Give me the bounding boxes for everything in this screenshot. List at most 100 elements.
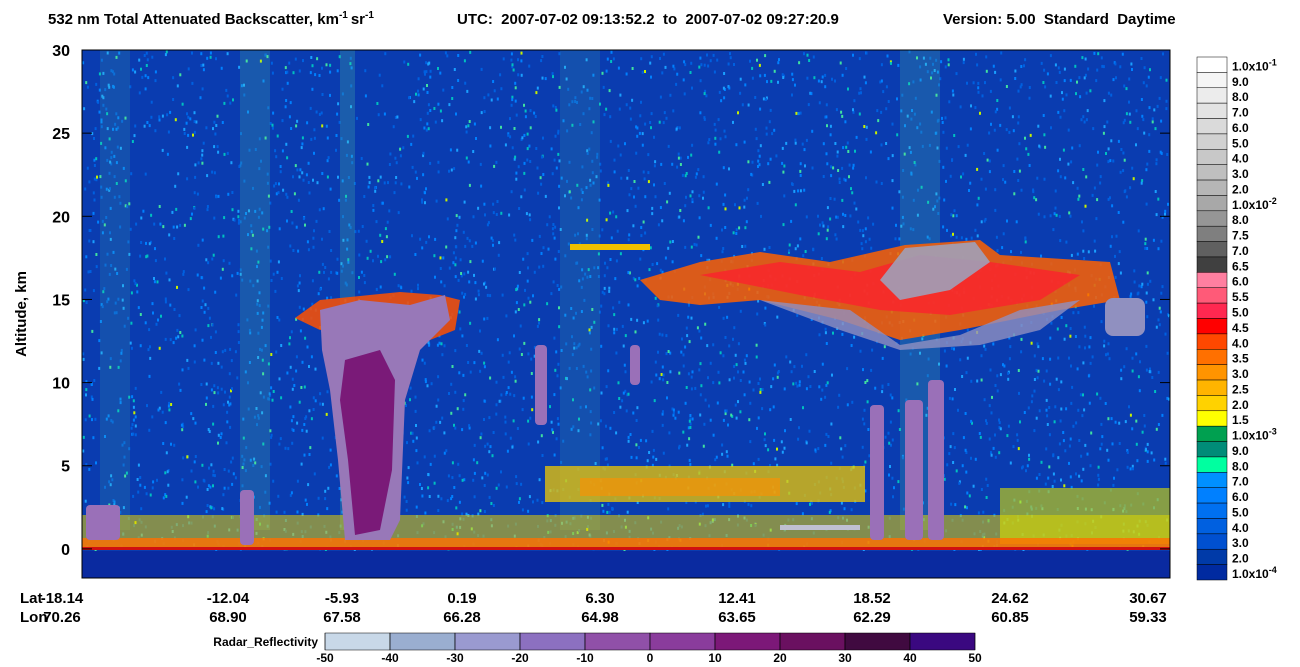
noise: [885, 85, 888, 89]
noise: [858, 112, 861, 116]
noise: [439, 420, 442, 424]
noise: [880, 110, 883, 114]
noise: [140, 507, 143, 511]
noise: [713, 122, 716, 126]
noise: [441, 353, 444, 357]
noise: [702, 444, 705, 448]
noise: [988, 437, 991, 441]
noise: [476, 461, 479, 465]
noise: [597, 252, 600, 256]
noise: [190, 412, 193, 416]
noise: [176, 84, 179, 88]
noise: [628, 233, 631, 237]
noise: [520, 195, 523, 199]
colorbar-swatch: [1196, 272, 1228, 288]
noise: [683, 92, 686, 96]
noise: [916, 126, 919, 130]
noise: [504, 420, 507, 424]
noise: [329, 187, 332, 191]
noise: [560, 285, 563, 289]
noise: [439, 71, 442, 75]
noise: [92, 211, 95, 215]
noise: [901, 93, 904, 97]
noise: [164, 297, 167, 301]
noise: [659, 57, 661, 60]
noise: [1054, 206, 1057, 210]
noise: [498, 399, 501, 403]
noise: [169, 110, 172, 114]
noise: [377, 254, 379, 258]
noise: [1113, 476, 1115, 480]
noise: [722, 166, 725, 170]
noise: [771, 132, 774, 136]
noise: [349, 62, 352, 66]
noise: [603, 274, 606, 278]
noise: [465, 344, 468, 347]
noise: [1075, 421, 1078, 425]
noise: [366, 162, 369, 166]
noise: [539, 176, 542, 180]
noise: [659, 206, 662, 209]
noise: [592, 181, 595, 185]
noise: [576, 101, 578, 104]
noise: [507, 386, 510, 390]
noise: [979, 435, 982, 439]
noise: [132, 418, 135, 422]
noise: [1046, 72, 1049, 76]
noise: [93, 198, 96, 202]
noise: [93, 158, 96, 162]
noise: [806, 76, 809, 80]
noise: [684, 345, 687, 349]
noise: [1136, 127, 1139, 131]
noise: [1024, 236, 1027, 240]
noise: [85, 463, 88, 467]
noise: [88, 414, 91, 418]
noise: [847, 150, 850, 153]
noise: [540, 182, 543, 186]
noise: [234, 476, 237, 480]
noise: [553, 393, 556, 397]
noise: [296, 479, 299, 483]
noise: [417, 77, 420, 81]
noise: [310, 56, 313, 59]
noise: [664, 256, 667, 260]
noise: [1128, 100, 1130, 104]
noise: [1082, 393, 1084, 397]
noise: [936, 70, 939, 74]
noise: [988, 170, 991, 174]
noise: [950, 234, 953, 238]
noise: [803, 52, 805, 56]
noise: [107, 414, 110, 418]
noise: [214, 351, 217, 354]
noise: [122, 284, 124, 288]
noise: [412, 439, 415, 443]
noise: [564, 313, 567, 317]
noise: [154, 70, 157, 74]
noise: [946, 228, 948, 232]
noise: [223, 216, 226, 220]
noise: [493, 164, 496, 168]
noise: [536, 166, 539, 170]
noise: [280, 344, 283, 347]
noise: [463, 59, 466, 63]
noise: [165, 50, 168, 54]
noise: [962, 61, 965, 65]
noise: [281, 87, 284, 91]
noise: [1123, 158, 1126, 162]
noise: [112, 127, 114, 131]
noise: [379, 233, 382, 237]
noise: [88, 180, 91, 184]
noise: [426, 84, 428, 87]
noise: [1145, 300, 1148, 304]
noise: [99, 175, 102, 179]
noise: [968, 189, 970, 192]
noise: [266, 172, 269, 176]
noise: [506, 449, 509, 453]
noise: [602, 509, 605, 513]
noise: [636, 134, 639, 138]
noise: [617, 144, 620, 148]
noise: [223, 152, 226, 156]
noise: [1072, 311, 1075, 315]
noise: [461, 334, 464, 338]
noise: [516, 284, 519, 288]
